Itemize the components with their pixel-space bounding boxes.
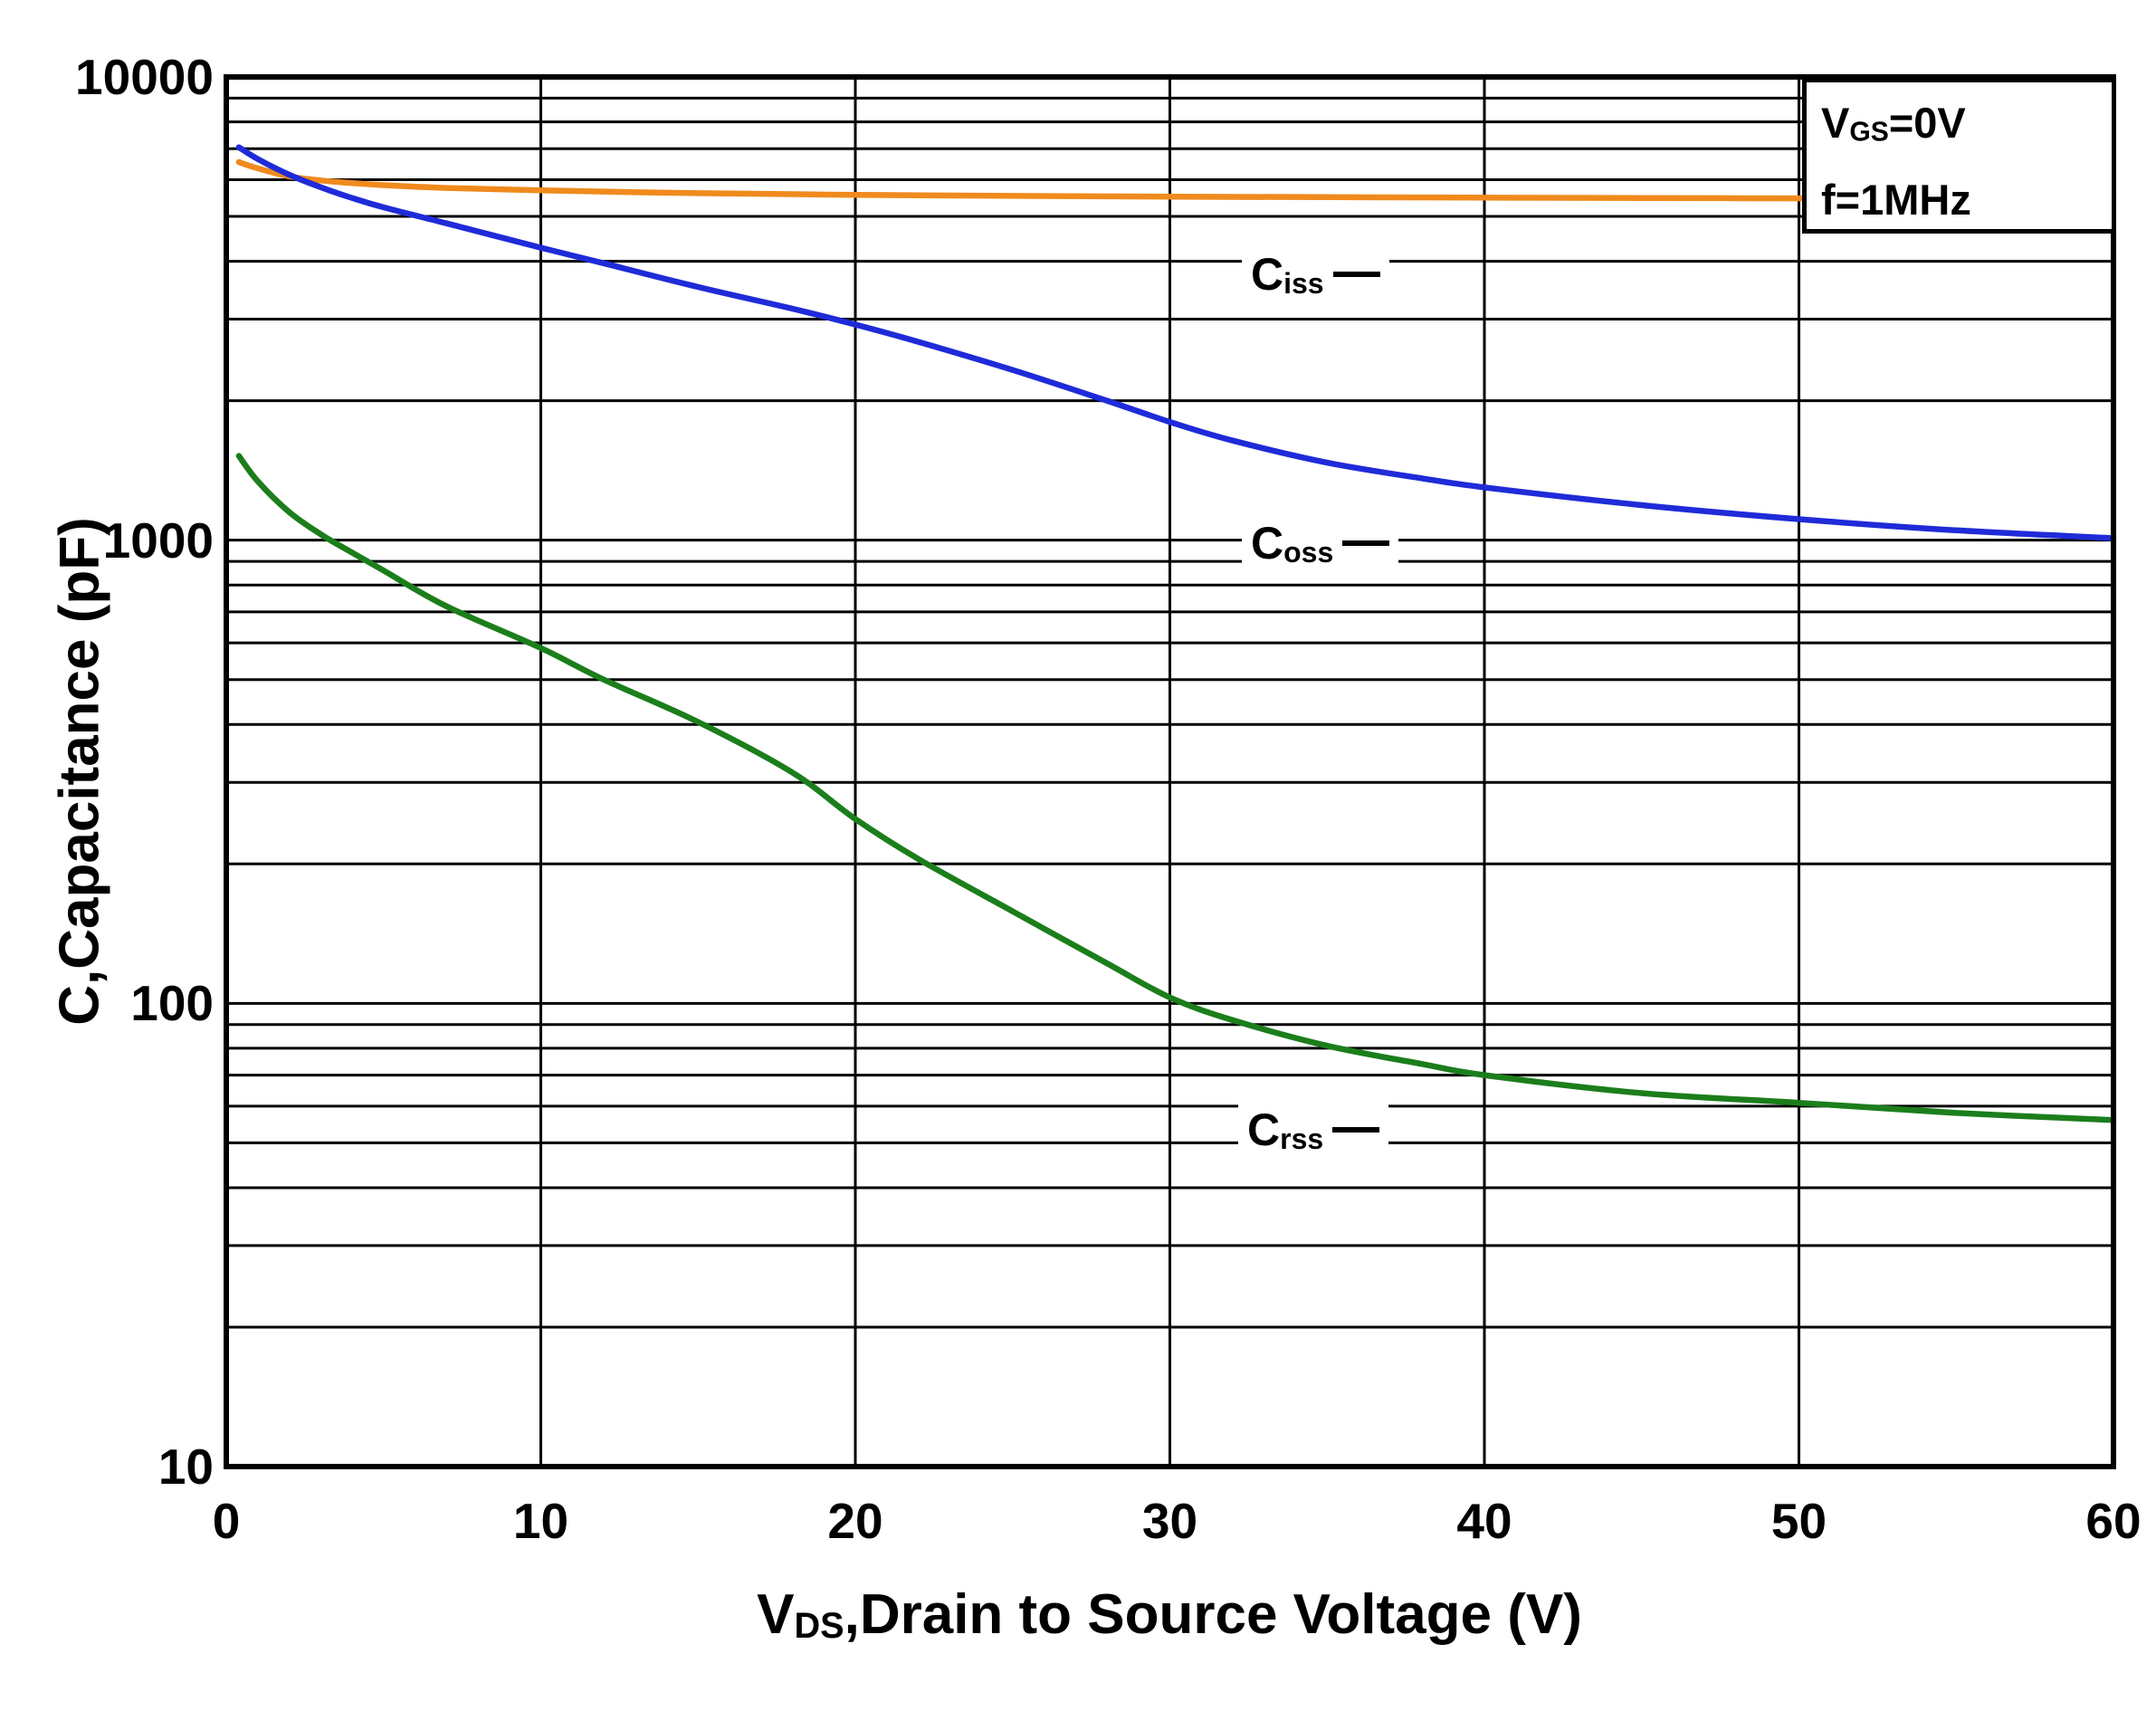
plot-border bbox=[224, 74, 2116, 1469]
series-curve-crss bbox=[235, 453, 2117, 1123]
vgs-value: =0V bbox=[1888, 99, 1966, 147]
x-title-text: ,Drain to Source Voltage (V) bbox=[844, 1583, 1582, 1646]
x-axis-title: VDS,Drain to Source Voltage (V) bbox=[757, 1582, 1582, 1647]
series-curve-ciss bbox=[235, 158, 2117, 202]
x-title-subscript: DS bbox=[794, 1605, 844, 1646]
x-title-symbol: V bbox=[757, 1583, 795, 1646]
condition-frequency: f=1MHz bbox=[1821, 175, 1971, 224]
vgs-symbol: V bbox=[1821, 99, 1850, 147]
condition-vgs: VGS=0V bbox=[1821, 90, 2112, 167]
gridlines bbox=[226, 77, 2113, 1467]
test-conditions-box: VGS=0V f=1MHz bbox=[1802, 78, 2116, 234]
vgs-subscript: GS bbox=[1849, 117, 1889, 148]
y-axis-title: C,Capacitance (pF) bbox=[48, 517, 111, 1026]
series-curve-coss bbox=[235, 144, 2117, 541]
